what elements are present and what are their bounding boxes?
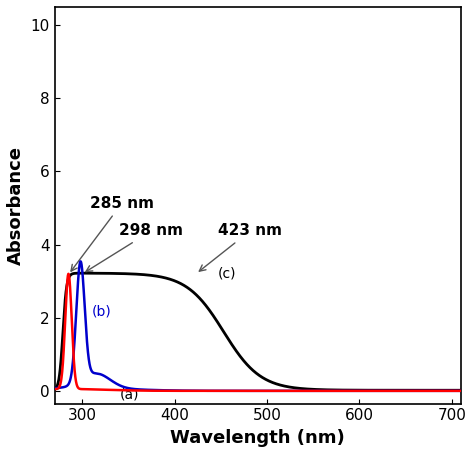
Y-axis label: Absorbance: Absorbance: [7, 146, 25, 265]
Text: (c): (c): [218, 266, 237, 281]
Text: 298 nm: 298 nm: [86, 223, 183, 271]
Text: (b): (b): [91, 305, 111, 319]
X-axis label: Wavelength (nm): Wavelength (nm): [171, 429, 345, 447]
Text: 423 nm: 423 nm: [199, 223, 282, 271]
Text: (a): (a): [119, 388, 139, 402]
Text: 285 nm: 285 nm: [71, 196, 154, 271]
